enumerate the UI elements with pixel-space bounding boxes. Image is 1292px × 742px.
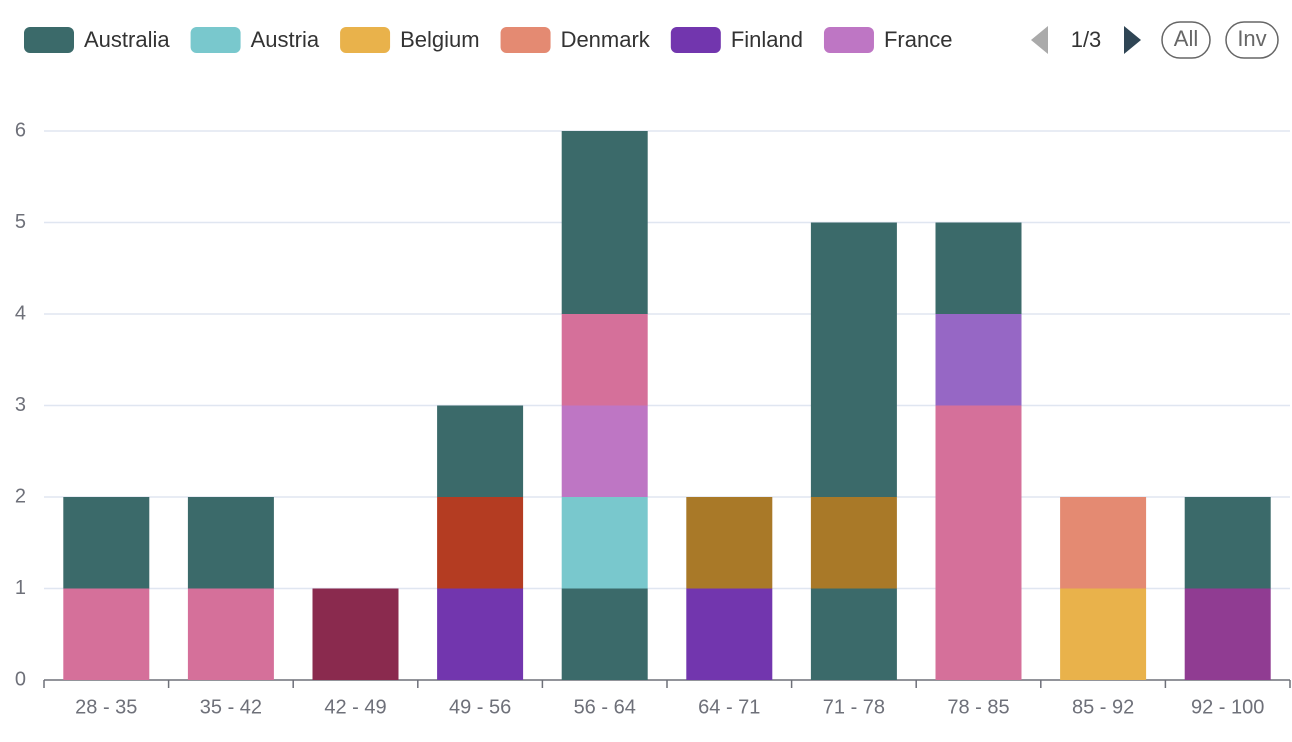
all-button[interactable] (1161, 21, 1211, 59)
legend-swatch (670, 27, 721, 53)
bar-segment (63, 588, 150, 680)
y-tick-label: 3 (15, 394, 26, 416)
x-tick-label: 85 - 92 (1072, 696, 1134, 718)
x-tick-label: 28 - 35 (75, 696, 137, 718)
inv-button-label[interactable]: Inv (1237, 26, 1266, 51)
legend-swatch (190, 27, 241, 53)
legend-next[interactable] (1124, 26, 1141, 54)
x-tick-label: 49 - 56 (449, 696, 511, 718)
bar-segment (63, 497, 150, 589)
x-tick-label: 35 - 42 (200, 696, 262, 718)
all-button-label[interactable]: All (1174, 26, 1198, 51)
bar-segment (437, 588, 524, 680)
x-tick-label: 56 - 64 (574, 696, 636, 718)
bar-segment (810, 588, 897, 680)
bar-segment (561, 314, 648, 406)
bar-segment (810, 497, 897, 589)
bar-segment (187, 588, 274, 680)
legend-label[interactable]: Austria (251, 27, 320, 52)
bar-segment (1060, 497, 1147, 589)
bar-segment (437, 497, 524, 589)
x-tick-label: 92 - 100 (1191, 696, 1264, 718)
y-tick-label: 5 (15, 211, 26, 233)
bar-segment (312, 588, 399, 680)
x-tick-label: 71 - 78 (823, 696, 885, 718)
legend-page: 1/3 (1071, 27, 1102, 52)
bar-segment (686, 588, 773, 680)
legend-label[interactable]: Australia (84, 27, 170, 52)
y-tick-label: 1 (15, 577, 26, 599)
legend-swatch (500, 27, 551, 53)
bar-segment (1184, 588, 1271, 680)
bar-segment (561, 497, 648, 589)
bar-segment (1060, 588, 1147, 680)
legend-label[interactable]: France (884, 27, 952, 52)
legend-label[interactable]: Finland (731, 27, 803, 52)
bar-segment (561, 588, 648, 680)
legend-swatch (24, 27, 74, 53)
y-tick-label: 6 (15, 119, 26, 141)
x-tick-label: 42 - 49 (324, 696, 386, 718)
legend: Australia Austria Belgium Denmark Finland Fra… (24, 27, 952, 53)
legend-swatch (823, 27, 874, 53)
bar-segment (561, 405, 648, 497)
bar-segment (935, 314, 1022, 406)
bar-segment (935, 222, 1022, 314)
legend-swatch (340, 27, 391, 53)
bar-segment (1184, 497, 1271, 589)
y-tick-label: 0 (15, 668, 26, 690)
bar-segment (437, 405, 524, 497)
bar-segment (935, 405, 1022, 680)
y-tick-label: 2 (15, 485, 26, 507)
bar-segment (187, 497, 274, 589)
legend-label[interactable]: Belgium (400, 27, 479, 52)
legend-label[interactable]: Denmark (561, 27, 651, 52)
bar-segment (561, 131, 648, 314)
bar-segment (810, 222, 897, 497)
x-tick-label: 64 - 71 (698, 696, 760, 718)
inv-button[interactable] (1225, 21, 1279, 59)
y-tick-label: 4 (15, 302, 26, 324)
bar-segment (686, 497, 773, 589)
x-tick-label: 78 - 85 (947, 696, 1009, 718)
legend-prev[interactable] (1031, 26, 1048, 54)
